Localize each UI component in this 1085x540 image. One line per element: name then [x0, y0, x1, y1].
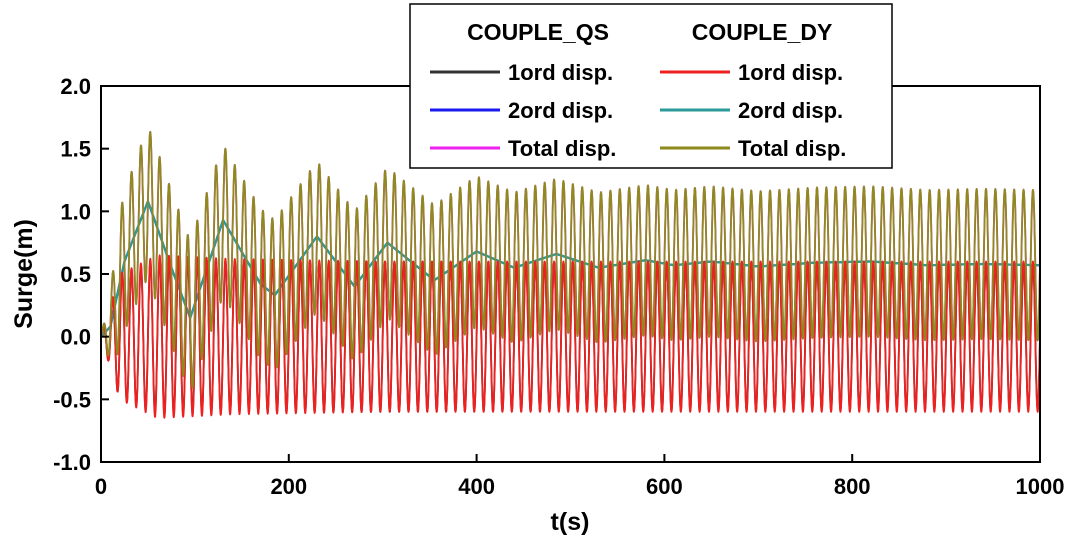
x-tick-label: 800	[834, 474, 871, 499]
x-tick-label: 400	[458, 474, 495, 499]
y-axis-title: Surge(m)	[10, 219, 38, 329]
x-axis-title: t(s)	[551, 508, 590, 536]
series-line-couple-dy-Total	[101, 130, 1040, 389]
legend-label-dy-1ord: 1ord disp.	[738, 60, 843, 85]
x-tick-label: 0	[95, 474, 107, 499]
y-tick-label: 1.0	[60, 199, 91, 224]
legend-label-dy-2ord: 2ord disp.	[738, 98, 843, 123]
x-tick-label: 1000	[1016, 474, 1065, 499]
legend-label-qs-2ord: 2ord disp.	[508, 98, 613, 123]
y-tick-label: -1.0	[53, 450, 91, 475]
y-tick-label: 1.5	[60, 137, 91, 162]
legend-label-dy-total: Total disp.	[738, 136, 846, 161]
series-line-couple-dy-1ord	[101, 254, 1040, 419]
x-tick-label: 600	[646, 474, 683, 499]
legend-label-qs-1ord: 1ord disp.	[508, 60, 613, 85]
y-tick-label: -0.5	[53, 387, 91, 412]
legend-box	[409, 3, 893, 169]
y-tick-label: 0.0	[60, 325, 91, 350]
ticks-layer: 0 200 400 600 800 1000 -1.0 -0.5 0.0 0.5 1.0 1.5 2.0	[53, 74, 1064, 499]
legend-label-qs-total: Total disp.	[508, 136, 616, 161]
x-tick-label: 200	[270, 474, 307, 499]
legend-group-qs: COUPLE_QS	[467, 19, 609, 45]
legend-group-dy: COUPLE_DY	[692, 19, 833, 45]
y-tick-label: 2.0	[60, 74, 91, 99]
series-layer	[101, 130, 1040, 419]
y-tick-label: 0.5	[60, 262, 91, 287]
legend: COUPLE_QS COUPLE_DY 1ord disp. 1ord disp…	[409, 3, 893, 169]
